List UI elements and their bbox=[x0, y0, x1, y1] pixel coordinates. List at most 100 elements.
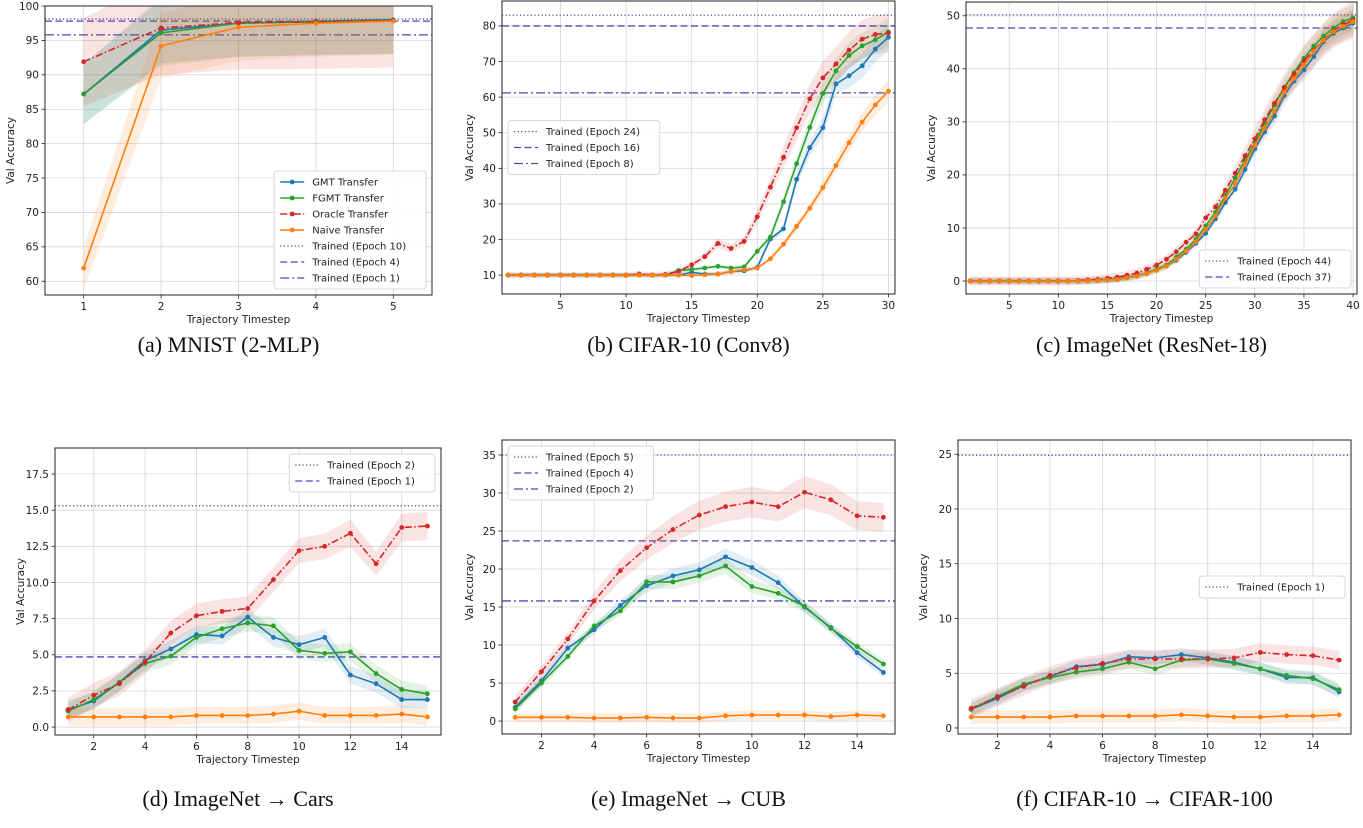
data-point bbox=[723, 504, 728, 510]
data-point bbox=[728, 265, 734, 271]
legend-item: Naive Transfer bbox=[280, 226, 385, 237]
data-point bbox=[872, 32, 878, 37]
data-point bbox=[802, 489, 807, 495]
axes-frame bbox=[501, 439, 896, 735]
legend-item: Trained (Epoch 4) bbox=[280, 258, 400, 269]
y-tick-label: 7.5 bbox=[32, 613, 49, 625]
legend-label: FGMT Transfer bbox=[312, 194, 385, 205]
data-point bbox=[236, 20, 241, 25]
data-point bbox=[117, 714, 122, 720]
data-point bbox=[531, 272, 537, 278]
y-axis-label: Val Accuracy bbox=[918, 554, 930, 621]
data-point bbox=[794, 125, 800, 131]
series-line bbox=[508, 90, 890, 277]
confidence-band bbox=[969, 10, 1354, 285]
y-tick-label: 75 bbox=[26, 173, 39, 185]
data-point bbox=[1281, 84, 1287, 90]
x-tick-label: 20 bbox=[751, 300, 764, 312]
data-point bbox=[781, 241, 786, 247]
data-point bbox=[881, 713, 886, 719]
data-point bbox=[322, 713, 328, 718]
y-tick-label: 20 bbox=[483, 234, 496, 246]
legend-item: Trained (Epoch 10) bbox=[280, 242, 406, 253]
data-point bbox=[194, 635, 199, 640]
y-tick-label: 10 bbox=[939, 613, 952, 625]
y-tick-label: 85 bbox=[26, 104, 39, 116]
x-tick-label: 6 bbox=[643, 740, 650, 752]
data-point bbox=[313, 20, 319, 26]
data-point bbox=[1350, 19, 1356, 25]
legend-item: Trained (Epoch 1) bbox=[1205, 583, 1325, 594]
data-point bbox=[715, 271, 721, 277]
confidence-band bbox=[515, 548, 884, 712]
data-point bbox=[741, 238, 747, 244]
y-tick-label: 10 bbox=[947, 223, 960, 235]
x-tick-label: 12 bbox=[1254, 740, 1267, 752]
data-point bbox=[802, 712, 807, 718]
legend-item: Trained (Epoch 4) bbox=[514, 469, 634, 480]
data-point bbox=[644, 579, 650, 585]
legend-marker bbox=[289, 195, 295, 201]
data-point bbox=[881, 514, 886, 520]
data-point bbox=[1321, 33, 1326, 39]
y-tick-label: 10.0 bbox=[26, 577, 49, 589]
legend-label: Trained (Epoch 44) bbox=[1236, 257, 1331, 268]
subplot-caption: (c) ImageNet (ResNet-18) bbox=[1036, 332, 1267, 357]
axes-frame bbox=[957, 439, 1352, 735]
data-point bbox=[859, 119, 865, 125]
data-point bbox=[781, 154, 786, 160]
data-point bbox=[767, 184, 773, 190]
y-tick-label: 100 bbox=[19, 1, 39, 13]
series-line bbox=[508, 32, 889, 276]
x-axis-label: Trajectory Timestep bbox=[195, 754, 300, 766]
data-point bbox=[245, 614, 251, 620]
data-point bbox=[373, 561, 379, 567]
data-point bbox=[617, 608, 623, 614]
data-point bbox=[872, 102, 878, 108]
y-axis-label: Val Accuracy bbox=[464, 554, 476, 621]
data-point bbox=[399, 525, 405, 530]
data-point bbox=[689, 267, 695, 272]
data-point bbox=[1134, 273, 1140, 279]
legend-item: Trained (Epoch 16) bbox=[514, 143, 640, 154]
data-point bbox=[81, 59, 87, 65]
data-point bbox=[859, 63, 865, 69]
y-tick-label: 15 bbox=[483, 602, 496, 614]
data-point bbox=[644, 583, 650, 589]
data-point bbox=[322, 543, 328, 549]
x-tick-label: 10 bbox=[619, 300, 632, 312]
legend-label: Trained (Epoch 2) bbox=[545, 485, 634, 496]
data-point bbox=[1183, 248, 1189, 254]
data-point bbox=[219, 713, 225, 718]
data-point bbox=[702, 272, 708, 278]
data-point bbox=[1257, 714, 1263, 720]
data-point bbox=[968, 714, 974, 720]
legend-item: Trained (Epoch 1) bbox=[295, 477, 415, 488]
data-point bbox=[670, 527, 676, 532]
confidence-band bbox=[969, 2, 1354, 286]
plot-area bbox=[55, 505, 441, 726]
y-tick-label: 17.5 bbox=[26, 469, 49, 481]
data-point bbox=[296, 648, 302, 653]
data-point bbox=[1301, 67, 1307, 73]
data-point bbox=[723, 713, 728, 719]
data-point bbox=[1073, 669, 1079, 675]
data-point bbox=[194, 613, 199, 619]
data-point bbox=[591, 715, 597, 721]
x-tick-label: 8 bbox=[696, 740, 703, 752]
legend: Trained (Epoch 2) Trained (Epoch 1) bbox=[288, 453, 436, 493]
data-point bbox=[1284, 652, 1289, 658]
data-point bbox=[1336, 657, 1342, 663]
data-point bbox=[1242, 153, 1248, 159]
data-point bbox=[846, 73, 852, 79]
data-point bbox=[245, 620, 251, 626]
x-tick-label: 15 bbox=[685, 300, 698, 312]
data-point bbox=[1026, 278, 1032, 284]
data-point bbox=[565, 636, 571, 642]
subplot-4: 2 4 6 8 10 12 14 0.0 2.5 5.0 7.5 10.0 12.5 15.0 17.5 Tr… bbox=[15, 447, 442, 766]
data-point bbox=[1203, 215, 1209, 221]
x-tick-label: 35 bbox=[1297, 300, 1310, 312]
data-point bbox=[696, 512, 702, 518]
data-point bbox=[245, 606, 251, 611]
x-tick-label: 2 bbox=[538, 740, 545, 752]
